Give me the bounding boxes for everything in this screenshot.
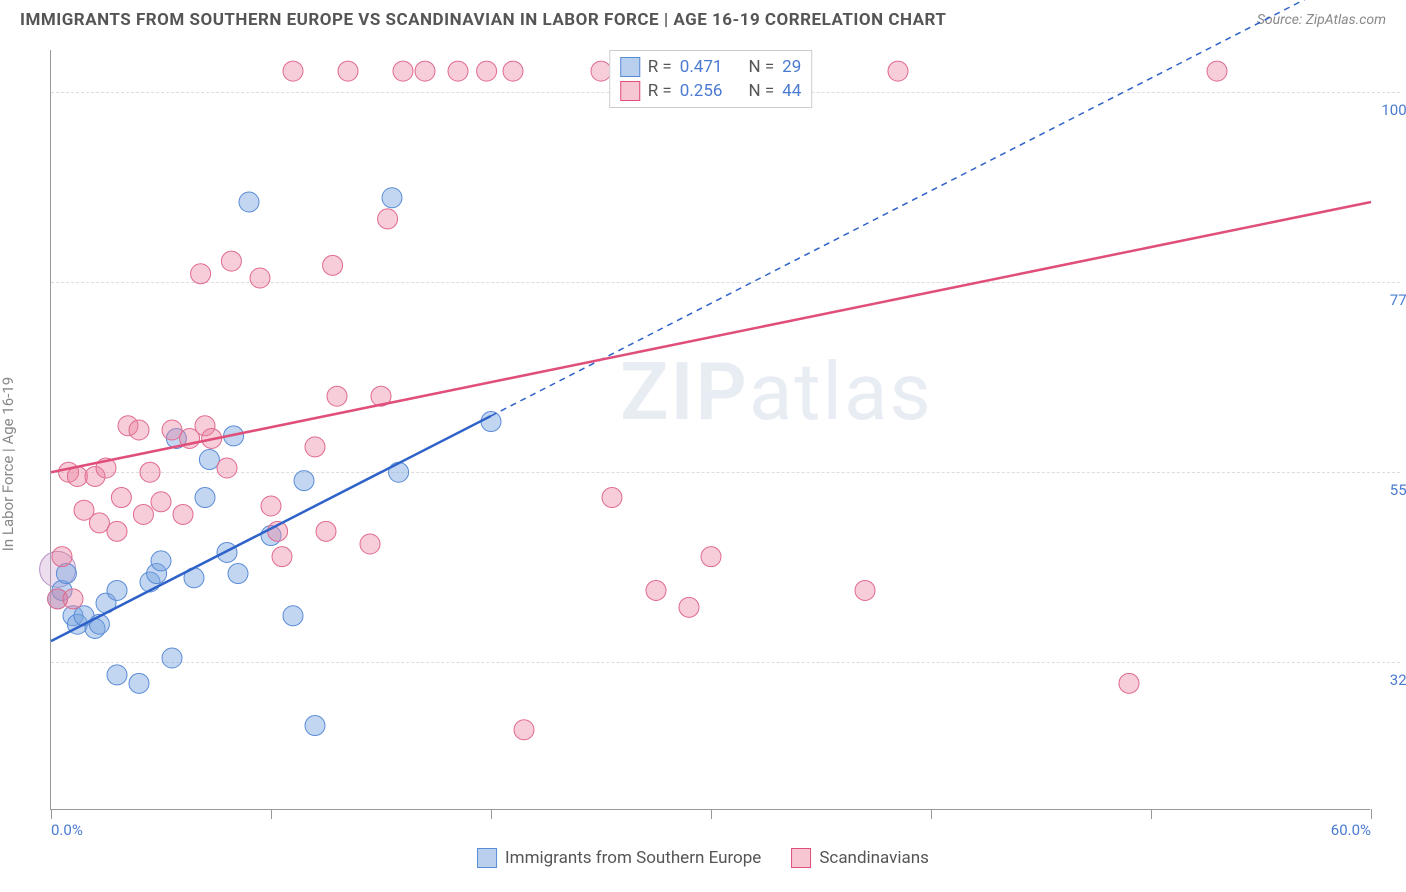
data-point (173, 504, 193, 524)
data-point (389, 462, 409, 482)
data-point (514, 720, 534, 740)
data-point (294, 471, 314, 491)
legend-label: Immigrants from Southern Europe (505, 848, 761, 868)
data-point (89, 513, 109, 533)
data-point (327, 386, 347, 406)
x-tick-label: 60.0% (1331, 821, 1371, 839)
y-tick-label: 100.0% (1381, 101, 1406, 119)
data-point (855, 580, 875, 600)
x-tick (711, 809, 712, 819)
chart-title: IMMIGRANTS FROM SOUTHERN EUROPE VS SCAND… (20, 10, 946, 30)
legend-n-label: N = (748, 81, 774, 101)
data-point (191, 264, 211, 284)
legend-item: Scandinavians (791, 848, 929, 868)
data-point (129, 673, 149, 693)
data-point (701, 547, 721, 567)
x-tick (931, 809, 932, 819)
y-tick-label: 32.5% (1390, 671, 1406, 689)
x-tick-label: 0.0% (51, 821, 83, 839)
legend-bottom: Immigrants from Southern Europe Scandinav… (477, 848, 929, 868)
x-tick (1151, 809, 1152, 819)
legend-n-label: N = (748, 57, 774, 77)
legend-swatch (477, 848, 497, 868)
y-tick-label: 55.0% (1390, 481, 1406, 499)
data-point (63, 589, 83, 609)
legend-label: Scandinavians (819, 848, 929, 868)
legend-r-label: R = (648, 81, 672, 101)
data-point (228, 564, 248, 584)
x-tick (491, 809, 492, 819)
data-point (133, 504, 153, 524)
data-point (448, 61, 468, 81)
plot-svg (51, 50, 1370, 809)
data-point (646, 580, 666, 600)
data-point (338, 61, 358, 81)
legend-swatch (791, 848, 811, 868)
data-point (107, 521, 127, 541)
data-point (162, 420, 182, 440)
legend-r-value: 0.256 (680, 81, 723, 101)
data-point (272, 547, 292, 567)
data-point (107, 665, 127, 685)
data-point (250, 268, 270, 288)
legend-swatch (620, 81, 640, 101)
data-point (1119, 673, 1139, 693)
legend-row: R = 0.256 N = 44 (620, 79, 802, 103)
data-point (305, 437, 325, 457)
plot-region: ZIPatlas 32.5%55.0%77.5%100.0%0.0%60.0%R… (50, 50, 1370, 810)
data-point (679, 597, 699, 617)
data-point (323, 255, 343, 275)
data-point (316, 521, 336, 541)
data-point (151, 551, 171, 571)
data-point (52, 547, 72, 567)
data-point (305, 716, 325, 736)
data-point (261, 496, 281, 516)
data-point (1207, 61, 1227, 81)
data-point (360, 534, 380, 554)
trend-line (51, 202, 1371, 472)
x-tick (1371, 809, 1372, 819)
data-point (129, 420, 149, 440)
legend-row: R = 0.471 N = 29 (620, 55, 802, 79)
data-point (393, 61, 413, 81)
legend-r-value: 0.471 (680, 57, 723, 77)
data-point (239, 192, 259, 212)
legend-r-label: R = (648, 57, 672, 77)
data-point (199, 450, 219, 470)
data-point (602, 488, 622, 508)
data-point (415, 61, 435, 81)
data-point (283, 606, 303, 626)
data-point (151, 492, 171, 512)
title-bar: IMMIGRANTS FROM SOUTHERN EUROPE VS SCAND… (0, 0, 1406, 40)
data-point (217, 542, 237, 562)
data-point (481, 412, 501, 432)
data-point (503, 61, 523, 81)
data-point (107, 580, 127, 600)
y-axis-label: In Labor Force | Age 16-19 (0, 377, 17, 551)
legend-top: R = 0.471 N = 29 R = 0.256 N = 44 (609, 50, 813, 108)
data-point (888, 61, 908, 81)
legend-n-value: 44 (782, 81, 801, 101)
x-tick (51, 809, 52, 819)
x-tick (271, 809, 272, 819)
data-point (162, 648, 182, 668)
data-point (477, 61, 497, 81)
legend-n-value: 29 (782, 57, 801, 77)
data-point (140, 462, 160, 482)
data-point (217, 458, 237, 478)
data-point (195, 488, 215, 508)
chart-area: In Labor Force | Age 16-19 ZIPatlas 32.5… (0, 40, 1406, 870)
legend-item: Immigrants from Southern Europe (477, 848, 761, 868)
y-tick-label: 77.5% (1390, 291, 1406, 309)
data-point (382, 188, 402, 208)
data-point (221, 251, 241, 271)
data-point (283, 61, 303, 81)
data-point (378, 209, 398, 229)
legend-swatch (620, 57, 640, 77)
data-point (111, 488, 131, 508)
